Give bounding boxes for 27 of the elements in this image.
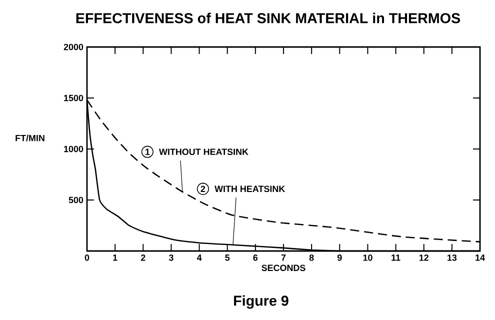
x-tick-label: 3: [168, 254, 174, 261]
y-tick-label: 1000: [64, 146, 84, 152]
x-tick-label: 7: [281, 254, 286, 261]
x-tick-label: 2: [140, 254, 146, 261]
x-tick-label: 11: [392, 254, 400, 261]
x-tick-label: 4: [196, 254, 202, 261]
y-axis-title: FT/MIN: [16, 134, 44, 142]
x-tick-label: 14: [476, 254, 485, 261]
annotation: 1: [146, 148, 150, 155]
x-axis-title: SECONDS: [262, 264, 306, 272]
y-tick-label: 2000: [64, 44, 84, 50]
x-tick-label: 10: [363, 254, 372, 261]
y-tick-label: 1500: [64, 94, 84, 102]
x-tick-label: 12: [419, 254, 428, 261]
caption: Figure 9: [234, 295, 288, 309]
x-tick-label: 0: [84, 254, 90, 261]
x-tick-label: 9: [337, 254, 342, 261]
annotation: 2: [200, 186, 206, 192]
x-tick-label: 6: [253, 254, 258, 261]
chart-title: EFFECTIVENESS of HEAT SINK MATERIAL in THERMOS: [76, 12, 460, 24]
x-tick-label: 1: [113, 254, 118, 261]
legend-label: WITH HEATSINK: [214, 186, 286, 192]
x-tick-label: 5: [225, 254, 230, 261]
x-tick-label: 13: [448, 254, 457, 261]
legend-label: WITHOUT HEATSINK: [159, 148, 248, 156]
x-tick-label: 8: [309, 254, 314, 261]
y-tick-label: 500: [68, 196, 84, 204]
